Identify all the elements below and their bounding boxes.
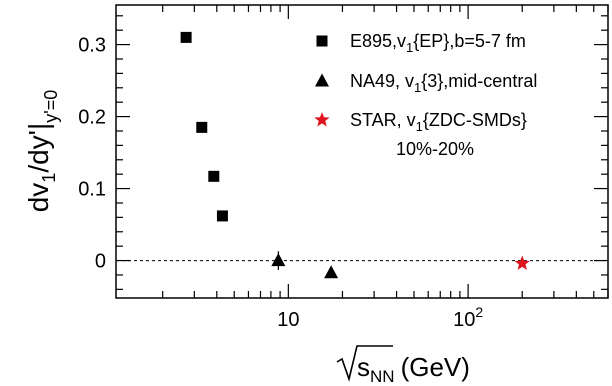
y-axis-label-main: dv (23, 183, 54, 213)
svg-text:sNN(GeV): sNN (GeV) (357, 352, 470, 386)
e895-point (216, 210, 228, 222)
e895-point (196, 121, 208, 133)
x-axis-label: sNN (GeV) (336, 345, 470, 386)
legend-label-pre: STAR, v (350, 110, 416, 130)
e895-point (208, 170, 220, 182)
legend-label-star: STAR, v1{ZDC-SMDs} (350, 110, 527, 134)
legend-label-post: {3},mid-central (421, 71, 537, 91)
x-tick-label: 102 (453, 304, 483, 331)
data-marks (180, 31, 530, 279)
legend-marker-na49 (315, 73, 329, 87)
legend-marker-star (314, 112, 330, 127)
y-axis-label: dv1/dy'|y'=0 (23, 90, 61, 213)
legend-label-post: {EP},b=5-7 fm (413, 31, 526, 51)
y-tick-label: 0.3 (78, 35, 106, 57)
legend-label-sub: 1 (416, 119, 423, 134)
y-tick-label: 0.2 (78, 107, 106, 129)
y-tick-label: 0.1 (78, 179, 106, 201)
y-axis-label-sub2: y'=0 (41, 90, 61, 123)
legend-marker-e895 (316, 35, 328, 47)
y-axis-label-mid: /dy'| (23, 123, 54, 173)
legend-label-e895: E895,v1{EP},b=5-7 fm (350, 31, 526, 55)
y-axis-label-sub1: 1 (39, 173, 59, 183)
x-axis-label-var: s (357, 352, 370, 382)
radical-sign (336, 345, 393, 382)
e895-point (180, 31, 192, 43)
x-axis-label-sub: NN (370, 367, 395, 386)
legend-label-pre: NA49, v (350, 71, 414, 91)
na49-point (271, 253, 286, 267)
plot-frame (115, 4, 609, 299)
x-tick-label: 10 (277, 309, 299, 331)
y-tick-label: 0 (95, 251, 106, 273)
star-point (514, 255, 530, 270)
x-axis-label-unit: (GeV) (401, 352, 470, 382)
na49-point (324, 265, 339, 279)
axis-ticks: 0 0.1 0.2 0.3 10 102 (78, 5, 609, 331)
legend-label-sub: 1 (414, 80, 421, 95)
legend-label-post: {ZDC-SMDs} (423, 110, 527, 130)
legend-label-sub: 1 (406, 40, 413, 55)
legend-label-star-line2: 10%-20% (396, 139, 474, 159)
legend-label-pre: E895,v (350, 31, 406, 51)
legend-label-na49: NA49, v1{3},mid-central (350, 71, 537, 95)
